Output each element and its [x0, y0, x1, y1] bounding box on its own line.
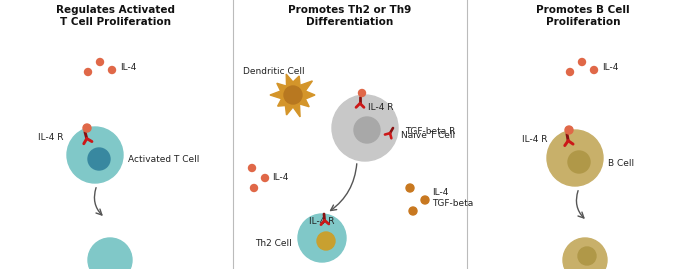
Circle shape	[317, 232, 335, 250]
Circle shape	[563, 238, 607, 269]
Text: IL-4
TGF-beta: IL-4 TGF-beta	[432, 188, 473, 208]
Circle shape	[566, 69, 573, 76]
Circle shape	[354, 117, 380, 143]
Circle shape	[565, 126, 573, 134]
Text: Promotes B Cell
Proliferation: Promotes B Cell Proliferation	[536, 5, 630, 27]
Circle shape	[251, 185, 258, 192]
Text: IL-4 R: IL-4 R	[38, 133, 63, 141]
Polygon shape	[270, 74, 315, 117]
Text: IL-4: IL-4	[120, 62, 136, 72]
Circle shape	[67, 127, 123, 183]
Circle shape	[262, 175, 269, 182]
Text: Regulates Activated
T Cell Proliferation: Regulates Activated T Cell Proliferation	[57, 5, 176, 27]
Circle shape	[97, 58, 104, 65]
Circle shape	[88, 148, 110, 170]
Text: TGF-beta R: TGF-beta R	[405, 126, 456, 136]
Circle shape	[578, 247, 596, 265]
Text: IL-4 R: IL-4 R	[368, 102, 393, 111]
Text: Dendritic Cell: Dendritic Cell	[243, 68, 304, 76]
Circle shape	[88, 238, 132, 269]
Circle shape	[248, 165, 256, 172]
Circle shape	[421, 196, 429, 204]
Circle shape	[409, 207, 417, 215]
Circle shape	[298, 214, 346, 262]
Circle shape	[284, 86, 302, 104]
Circle shape	[578, 58, 585, 65]
Text: Naive T Cell: Naive T Cell	[401, 132, 455, 140]
Circle shape	[568, 151, 590, 173]
Text: IL-4 R: IL-4 R	[309, 217, 335, 226]
Circle shape	[547, 130, 603, 186]
Text: B Cell: B Cell	[608, 158, 634, 168]
Text: IL-4: IL-4	[272, 174, 288, 182]
Circle shape	[332, 95, 398, 161]
Circle shape	[358, 90, 365, 97]
Circle shape	[108, 66, 116, 73]
Text: Th2 Cell: Th2 Cell	[256, 239, 292, 247]
Text: IL-4 R: IL-4 R	[522, 134, 547, 143]
Circle shape	[83, 124, 91, 132]
Text: IL-4: IL-4	[602, 62, 618, 72]
Circle shape	[406, 184, 414, 192]
Circle shape	[85, 69, 92, 76]
Text: Activated T Cell: Activated T Cell	[128, 155, 200, 165]
Text: Promotes Th2 or Th9
Differentiation: Promotes Th2 or Th9 Differentiation	[288, 5, 412, 27]
Circle shape	[591, 66, 598, 73]
